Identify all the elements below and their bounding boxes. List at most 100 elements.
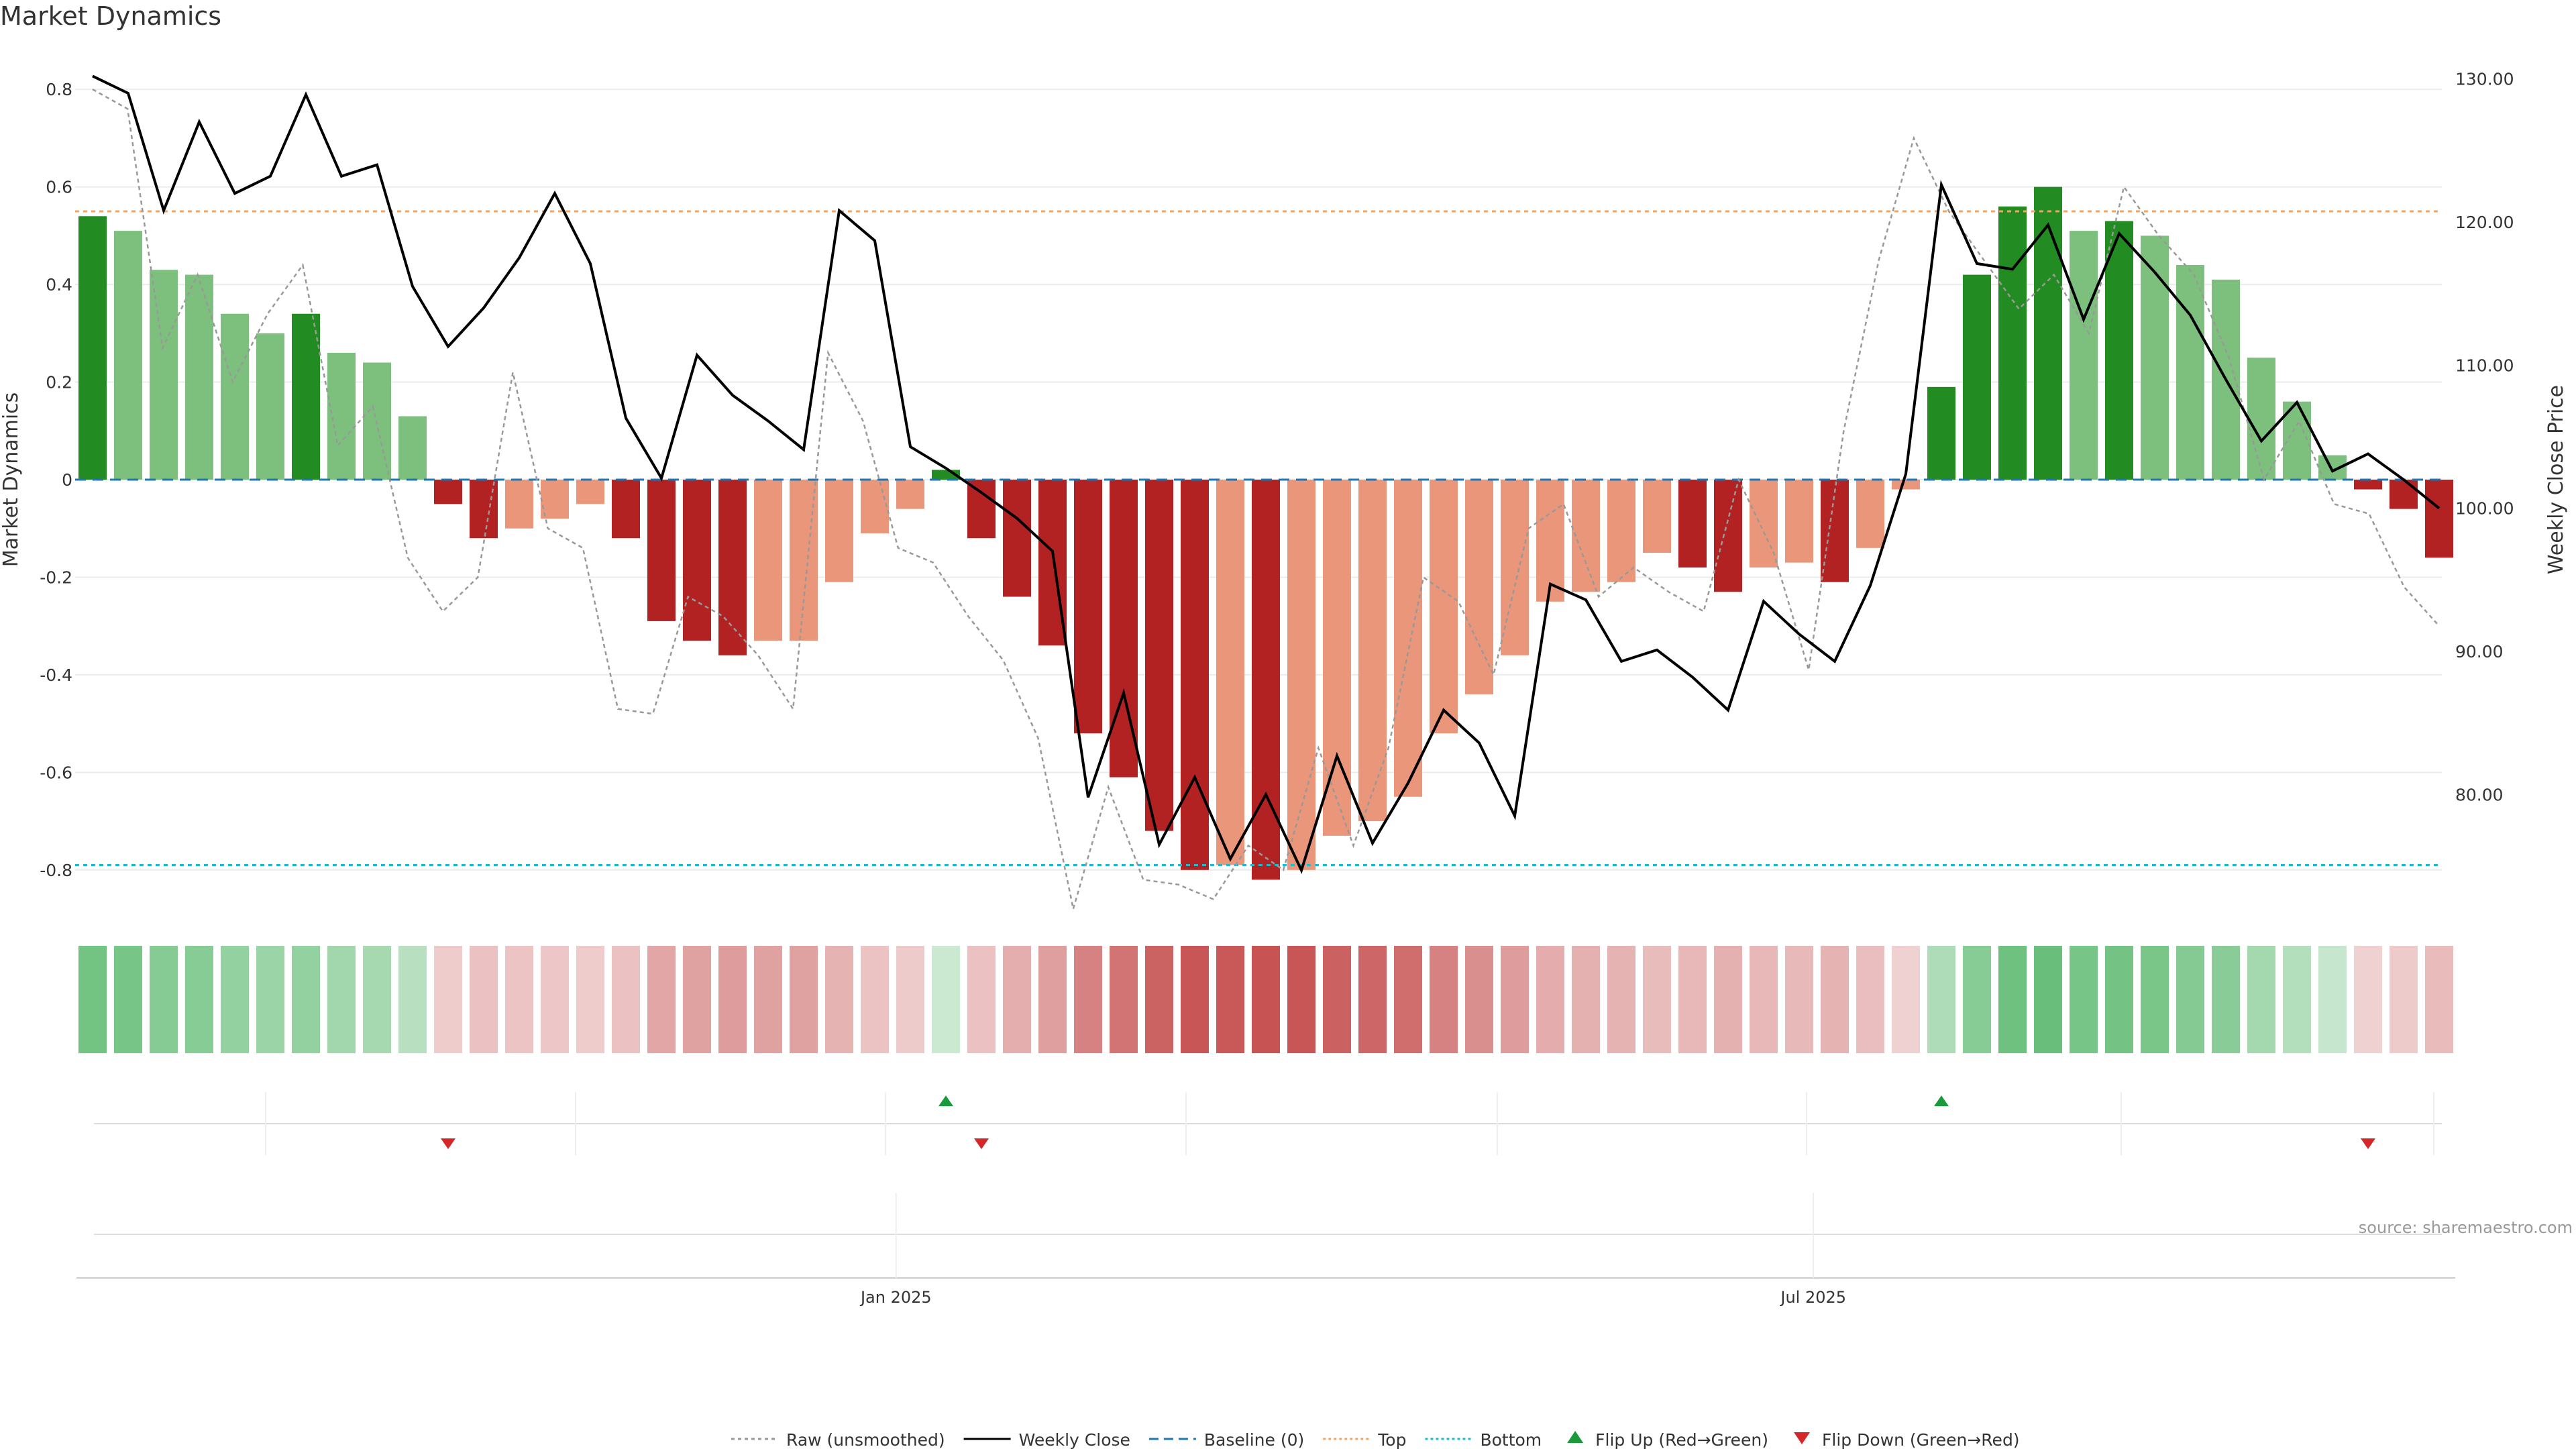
dynamics-bar bbox=[1714, 480, 1742, 592]
heat-cell bbox=[754, 946, 782, 1053]
dynamics-bar bbox=[2390, 480, 2418, 509]
heat-cell bbox=[1181, 946, 1209, 1053]
y-tick-right: 110.00 bbox=[2455, 356, 2514, 375]
legend-swatch bbox=[1567, 1431, 1584, 1443]
legend-label: Baseline (0) bbox=[1204, 1430, 1304, 1449]
dynamics-bar bbox=[683, 480, 711, 641]
dynamics-bar bbox=[2247, 358, 2275, 480]
heat-cell bbox=[718, 946, 747, 1053]
y-axis-label-right: Weekly Close Price bbox=[2544, 385, 2568, 574]
dynamics-bar bbox=[2105, 221, 2133, 480]
heat-cell bbox=[1394, 946, 1422, 1053]
heat-cell bbox=[576, 946, 604, 1053]
legend-label: Weekly Close bbox=[1019, 1430, 1130, 1449]
heat-cell bbox=[1856, 946, 1884, 1053]
x-tick-label: Jul 2025 bbox=[1779, 1288, 1846, 1307]
raw-unsmoothed-line bbox=[92, 89, 2440, 910]
flip-down-marker bbox=[974, 1138, 989, 1149]
dynamics-bar bbox=[1074, 480, 1102, 734]
legend-label: Bottom bbox=[1480, 1430, 1542, 1449]
weekly-close-line bbox=[92, 74, 2440, 874]
dynamics-bar bbox=[2034, 186, 2062, 480]
flip-panel bbox=[94, 1092, 2442, 1155]
heat-cell bbox=[1536, 946, 1564, 1053]
heat-cell bbox=[398, 946, 427, 1053]
raw-series bbox=[92, 89, 2440, 910]
heat-cell bbox=[1465, 946, 1493, 1053]
legend-swatch bbox=[1794, 1432, 1811, 1444]
dynamics-bar bbox=[2354, 480, 2382, 490]
heat-cell bbox=[1927, 946, 1955, 1053]
chart-title: Market Dynamics bbox=[0, 1, 222, 31]
heat-cell bbox=[505, 946, 533, 1053]
legend-label: Top bbox=[1377, 1430, 1406, 1449]
y-tick-left: -0.2 bbox=[40, 568, 72, 587]
dynamics-bar bbox=[185, 274, 213, 480]
heat-cell bbox=[114, 946, 142, 1053]
heat-cell bbox=[683, 946, 711, 1053]
heat-cell bbox=[221, 946, 249, 1053]
flip-down-marker bbox=[2361, 1138, 2375, 1149]
heat-cell bbox=[327, 946, 356, 1053]
heat-cell bbox=[1430, 946, 1458, 1053]
dynamics-bar bbox=[1216, 480, 1244, 865]
heat-cell bbox=[2070, 946, 2098, 1053]
dynamics-bar bbox=[541, 480, 569, 519]
axis-layer: 0.8 0.6 0.4 0.2 0 -0.2 -0.4 -0.6 -0.8 130.00 120.0… bbox=[0, 70, 2568, 880]
heat-cell bbox=[825, 946, 853, 1053]
dynamics-bar bbox=[825, 480, 853, 582]
dynamics-bar bbox=[2283, 401, 2311, 480]
dynamics-bar bbox=[1785, 480, 1813, 563]
legend-item: Flip Down (Green→Red) bbox=[1794, 1430, 2020, 1449]
dynamics-bar bbox=[1856, 480, 1884, 548]
heat-cell bbox=[541, 946, 569, 1053]
heat-cell bbox=[2318, 946, 2347, 1053]
dynamics-bar bbox=[754, 480, 782, 641]
heat-cell bbox=[2390, 946, 2418, 1053]
legend: Raw (unsmoothed) Weekly Close Baseline (0)… bbox=[731, 1430, 2020, 1449]
y-tick-right: 120.00 bbox=[2455, 213, 2514, 232]
flip-up-marker bbox=[1934, 1095, 1949, 1106]
heat-cell bbox=[1678, 946, 1707, 1053]
legend-item: Top bbox=[1323, 1430, 1406, 1449]
legend-item: Weekly Close bbox=[963, 1430, 1130, 1449]
y-tick-left: 0.2 bbox=[46, 373, 72, 392]
dynamics-bar bbox=[647, 480, 676, 621]
heat-cell bbox=[1252, 946, 1280, 1053]
heat-cell bbox=[1323, 946, 1351, 1053]
heat-cell bbox=[612, 946, 640, 1053]
heat-cell bbox=[1216, 946, 1244, 1053]
dynamics-bar bbox=[861, 480, 889, 533]
dynamics-bar bbox=[1394, 480, 1422, 797]
heat-cell bbox=[470, 946, 498, 1053]
dynamics-bar bbox=[1643, 480, 1671, 553]
y-axis-label-left: Market Dynamics bbox=[0, 392, 23, 568]
heat-cell bbox=[1287, 946, 1316, 1053]
legend-item: Flip Up (Red→Green) bbox=[1567, 1430, 1768, 1449]
dynamics-bar bbox=[1145, 480, 1173, 831]
x-tick-label: Jan 2025 bbox=[859, 1288, 932, 1307]
heat-cell bbox=[1501, 946, 1529, 1053]
heat-cell bbox=[78, 946, 107, 1053]
heat-cell bbox=[932, 946, 960, 1053]
legend-label: Raw (unsmoothed) bbox=[786, 1430, 945, 1449]
heat-cell bbox=[2105, 946, 2133, 1053]
dynamics-bar bbox=[327, 352, 356, 480]
dynamics-bar bbox=[1572, 480, 1600, 592]
y-tick-right: 80.00 bbox=[2455, 785, 2504, 804]
heat-cell bbox=[1145, 946, 1173, 1053]
dynamics-bar bbox=[1465, 480, 1493, 694]
heat-cell bbox=[1607, 946, 1635, 1053]
heat-cell bbox=[185, 946, 213, 1053]
y-tick-right: 100.00 bbox=[2455, 499, 2514, 519]
y-tick-right: 130.00 bbox=[2455, 70, 2514, 89]
heat-strip bbox=[78, 946, 2453, 1053]
y-tick-left: 0 bbox=[62, 470, 72, 490]
heat-cell bbox=[1963, 946, 1991, 1053]
dynamics-bar bbox=[1287, 480, 1316, 870]
y-tick-left: 0.6 bbox=[46, 178, 72, 197]
heat-cell bbox=[790, 946, 818, 1053]
legend-label: Flip Down (Green→Red) bbox=[1822, 1430, 2020, 1449]
heat-cell bbox=[292, 946, 320, 1053]
